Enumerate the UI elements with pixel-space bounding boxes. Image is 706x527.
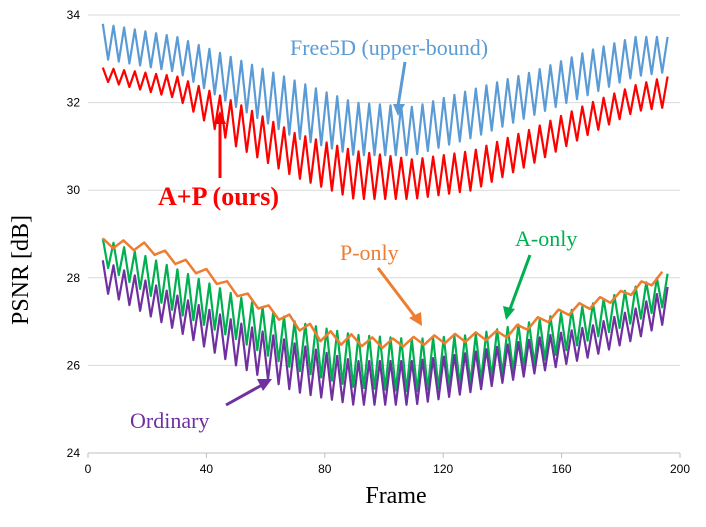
x-tick-label-80: 80 [318,462,332,476]
arrow-free5d [396,61,407,107]
arrowhead-ordinary [257,379,272,391]
x-axis-title: Frame [365,483,426,509]
arrow-p-only [376,267,418,319]
y-tick-label-28: 28 [67,271,81,285]
label-p-only: P-only [340,240,399,265]
arrowhead-a-only [503,306,515,320]
series-line-free5d-upper-bound [101,23,669,157]
annotations: Free5D (upper-bound) A+P (ours) P-only A… [130,35,577,433]
x-tick-label-160: 160 [552,462,572,476]
arrowhead-a-plus-p [214,111,226,124]
y-tick-label-24: 24 [67,446,81,460]
y-tick-label-32: 32 [67,96,81,110]
y-axis-title: PSNR [dB] [8,215,34,325]
y-tick-label-34: 34 [67,8,81,22]
series-lines [101,23,669,406]
y-tick-label-26: 26 [67,358,81,372]
arrowhead-p-only [409,312,422,326]
series-line-a-p-ours [101,67,669,201]
label-a-plus-p: A+P (ours) [158,182,279,211]
series-line-p-only [101,237,664,350]
x-tick-label-200: 200 [670,462,690,476]
arrow-ordinary [225,383,263,407]
x-tick-label-40: 40 [200,462,214,476]
label-a-only: A-only [515,226,577,251]
axes: PSNR [dB] Frame 24 26 28 30 32 34 0 40 80 120 160 2… [8,8,690,509]
label-free5d: Free5D (upper-bound) [290,35,488,60]
series-line-a-only [101,238,669,393]
label-ordinary: Ordinary [130,408,209,433]
x-tick-label-120: 120 [433,462,453,476]
arrow-a-only [508,254,532,310]
y-tick-label-30: 30 [67,183,81,197]
arrowhead-free5d [393,104,405,116]
x-tick-label-0: 0 [85,462,92,476]
series-line-ordinary [101,260,669,406]
